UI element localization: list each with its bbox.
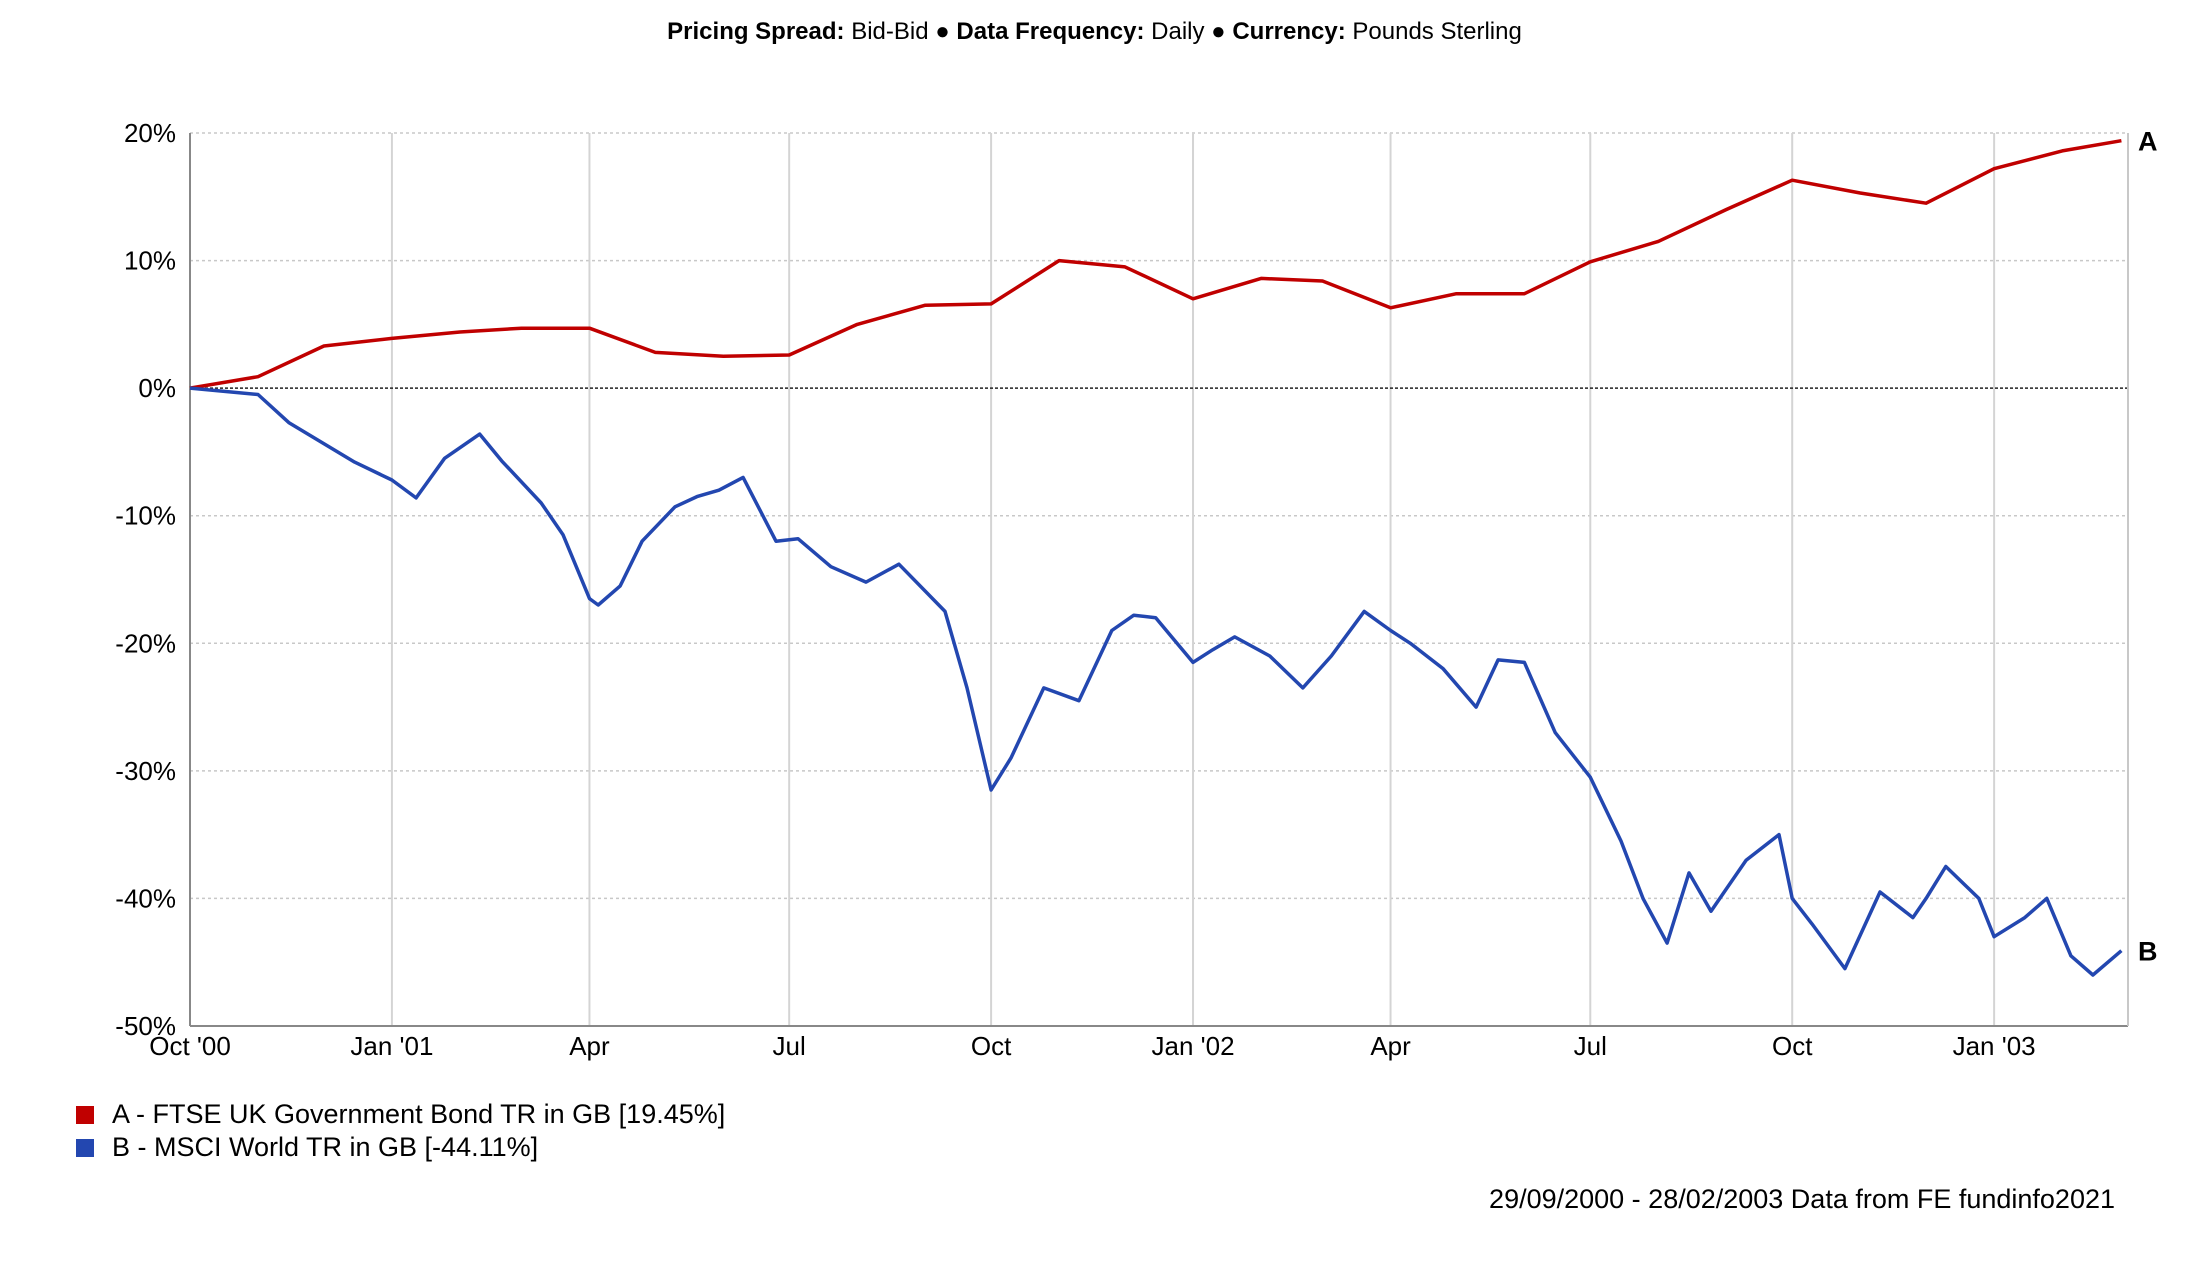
legend-item-b: B - MSCI World TR in GB [-44.11%] [76, 1131, 725, 1164]
y-tick-label: 20% [124, 118, 176, 148]
currency-label: Currency: [1232, 18, 1346, 45]
y-tick-label: -50% [115, 1011, 176, 1041]
x-tick-label: Oct '00 [149, 1031, 231, 1061]
data-source-footer: 29/09/2000 - 28/02/2003 Data from FE fun… [1489, 1184, 2115, 1214]
pricing-spread-label: Pricing Spread: [667, 18, 845, 45]
x-tick-label: Jan '01 [350, 1031, 433, 1061]
header-separator-2: ● [1211, 18, 1226, 45]
series-line-a [189, 138, 2122, 390]
x-tick-label: Jul [773, 1031, 806, 1061]
y-tick-label: 0% [138, 373, 176, 403]
header-separator-1: ● [935, 18, 950, 45]
legend-label-a: A - FTSE UK Government Bond TR in GB [19… [112, 1099, 726, 1129]
pricing-spread-value: Bid-Bid [851, 18, 929, 45]
legend-item-a: A - FTSE UK Government Bond TR in GB [19… [76, 1098, 725, 1131]
chart-header: Pricing Spread: Bid-Bid ● Data Frequency… [0, 18, 2189, 46]
data-frequency-value: Daily [1151, 18, 1205, 45]
x-tick-label: Oct [1772, 1031, 1813, 1061]
y-tick-label: -40% [115, 883, 176, 913]
currency-value: Pounds Sterling [1352, 18, 1522, 45]
x-tick-label: Apr [569, 1031, 610, 1061]
legend-swatch-b [76, 1138, 94, 1157]
series-line-b [189, 386, 2123, 977]
x-tick-label: Jan '03 [1953, 1031, 2036, 1061]
y-tick-label: -30% [115, 756, 176, 786]
x-tick-label: Oct [971, 1031, 1012, 1061]
series-end-label-a: A [2138, 127, 2158, 157]
y-tick-label: 10% [124, 246, 176, 276]
series-end-label-b: B [2138, 937, 2158, 967]
chart-legend: A - FTSE UK Government Bond TR in GB [19… [76, 1098, 725, 1164]
data-frequency-label: Data Frequency: [956, 18, 1145, 45]
legend-label-b: B - MSCI World TR in GB [-44.11%] [112, 1132, 539, 1162]
x-tick-label: Apr [1370, 1031, 1411, 1061]
y-tick-label: -10% [115, 501, 176, 531]
x-tick-label: Jan '02 [1152, 1031, 1235, 1061]
legend-swatch-a [76, 1105, 94, 1124]
y-tick-label: -20% [115, 628, 176, 658]
x-tick-label: Jul [1574, 1031, 1607, 1061]
